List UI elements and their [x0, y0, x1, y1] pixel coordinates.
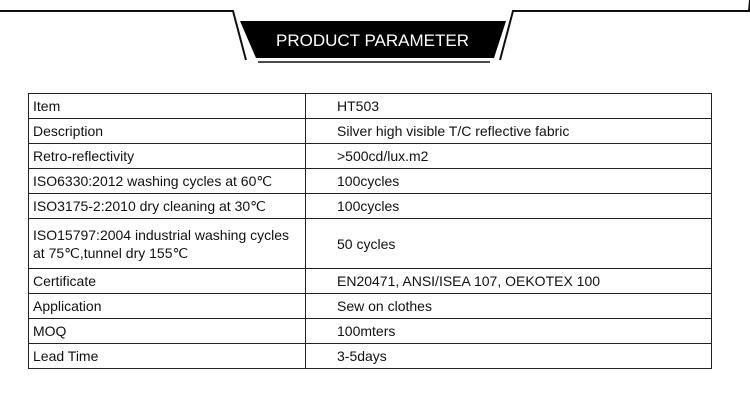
table-row: Certificate EN20471, ANSI/ISEA 107, OEKOT…	[28, 268, 712, 294]
table-row: MOQ 100mters	[28, 318, 712, 344]
param-label: Retro-reflectivity	[28, 143, 306, 169]
param-label: ISO15797:2004 industrial washing cycles …	[28, 218, 306, 269]
param-label: Certificate	[28, 268, 306, 294]
param-value: >500cd/lux.m2	[305, 143, 712, 169]
table-row: Retro-reflectivity >500cd/lux.m2	[28, 143, 712, 169]
param-label: MOQ	[28, 318, 306, 344]
param-value: 100mters	[305, 318, 712, 344]
param-value: Sew on clothes	[305, 293, 712, 319]
param-label: Description	[28, 118, 306, 144]
param-value: 50 cycles	[305, 218, 712, 269]
product-parameter-table: Item HT503 Description Silver high visible …	[28, 93, 712, 369]
table-row: ISO15797:2004 industrial washing cycles …	[28, 218, 712, 269]
param-value: 100cycles	[305, 168, 712, 194]
table-row: Lead Time 3-5days	[28, 343, 712, 369]
param-value: 3-5days	[305, 343, 712, 369]
param-label: Application	[28, 293, 306, 319]
table-row: Item HT503	[28, 93, 712, 119]
table-row: Description Silver high visible T/C refle…	[28, 118, 712, 144]
param-value: EN20471, ANSI/ISEA 107, OEKOTEX 100	[305, 268, 712, 294]
param-label: ISO6330:2012 washing cycles at 60℃	[28, 168, 306, 194]
section-header: PRODUCT PARAMETER	[0, 0, 750, 70]
param-value: HT503	[305, 93, 712, 119]
param-label: Lead Time	[28, 343, 306, 369]
table-row: Application Sew on clothes	[28, 293, 712, 319]
param-label: ISO3175-2:2010 dry cleaning at 30℃	[28, 193, 306, 219]
section-title: PRODUCT PARAMETER	[275, 31, 469, 50]
table-row: ISO3175-2:2010 dry cleaning at 30℃ 100cyc…	[28, 193, 712, 219]
param-value: 100cycles	[305, 193, 712, 219]
param-value: Silver high visible T/C reflective fabri…	[305, 118, 712, 144]
table-row: ISO6330:2012 washing cycles at 60℃ 100cyc…	[28, 168, 712, 194]
param-label: Item	[28, 93, 306, 119]
